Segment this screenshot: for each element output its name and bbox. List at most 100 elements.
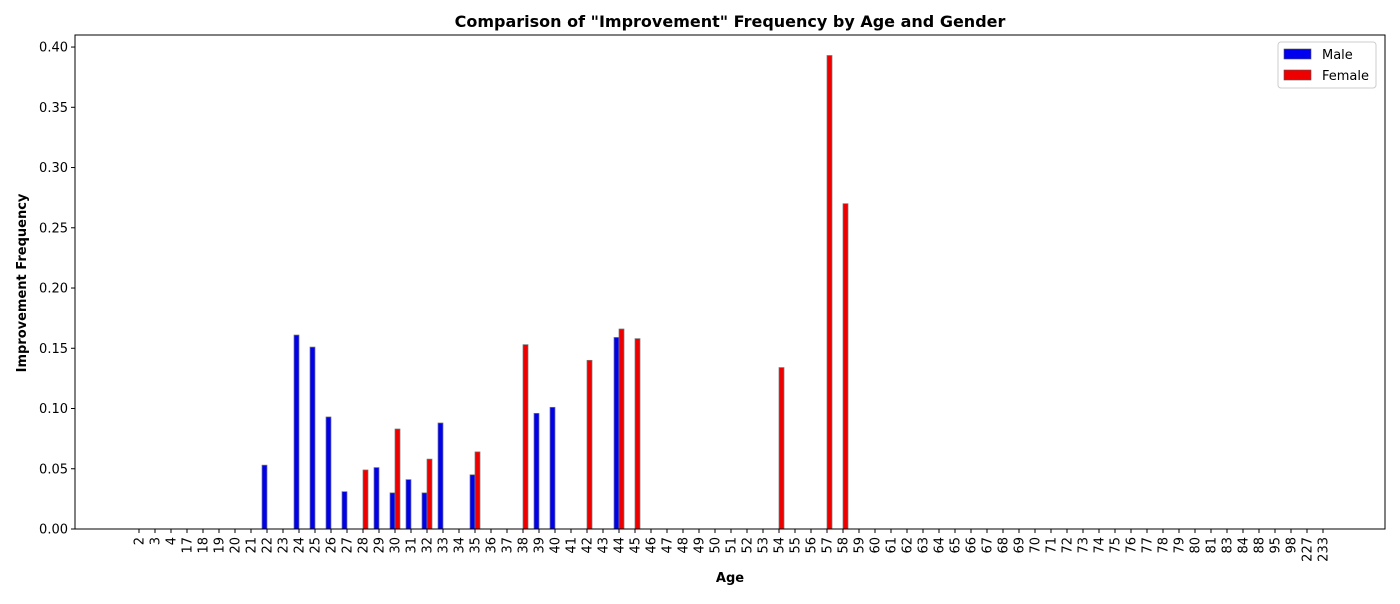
- bar-female-28: [362, 469, 369, 530]
- x-tick-label: 60: [869, 537, 884, 554]
- y-tick-label: 0.00: [39, 523, 68, 538]
- y-tick-label: 0.05: [39, 462, 68, 477]
- bar-male-25: [309, 346, 316, 530]
- bar-female-38: [522, 344, 529, 530]
- x-tick-label: 26: [325, 537, 340, 554]
- x-tick-label: 59: [853, 537, 868, 554]
- bar-female-44: [618, 328, 625, 530]
- x-tick-label: 30: [389, 537, 404, 554]
- bar-male-39: [533, 412, 540, 530]
- x-tick-label: 33: [437, 537, 452, 554]
- bars-layer: [261, 55, 849, 530]
- y-tick-label: 0.35: [39, 101, 68, 116]
- x-tick-label: 28: [357, 537, 372, 554]
- bar-female-32: [426, 458, 433, 530]
- x-tick-label: 76: [1125, 537, 1140, 554]
- x-tick-label: 45: [629, 537, 644, 554]
- plot-frame: [74, 34, 1386, 530]
- x-tick-label: 67: [981, 537, 996, 554]
- bar-female-54: [778, 367, 785, 530]
- x-tick-label: 84: [1237, 537, 1252, 554]
- x-tick-label: 63: [917, 537, 932, 554]
- x-tick-label: 4: [165, 537, 180, 545]
- x-tick-label: 98: [1285, 537, 1300, 554]
- chart-title: Comparison of "Improvement" Frequency by…: [455, 12, 1006, 31]
- bar-male-29: [373, 467, 380, 530]
- x-tick-label: 22: [261, 537, 276, 554]
- x-tick-label: 42: [581, 537, 596, 554]
- bar-female-30: [394, 428, 401, 530]
- x-axis-label: Age: [716, 571, 744, 586]
- axes-layer: 0.000.050.100.150.200.250.300.350.402 3 4 1…: [39, 34, 1386, 562]
- y-tick-label: 0.40: [39, 41, 68, 56]
- x-tick-label: 61: [885, 537, 900, 554]
- x-tick-label: 88: [1253, 537, 1268, 554]
- x-tick-label: 52: [741, 537, 756, 554]
- x-tick-label: 56: [805, 537, 820, 554]
- x-tick-label: 21: [245, 537, 260, 554]
- x-tick-label: 25: [309, 537, 324, 554]
- x-tick-label: 39: [533, 537, 548, 554]
- x-tick-label: 23: [277, 537, 292, 554]
- y-tick-label: 0.25: [39, 221, 68, 236]
- x-tick-label: 46: [645, 537, 660, 554]
- x-tick-label: 68: [997, 537, 1012, 554]
- legend-label-female: Female: [1322, 69, 1369, 84]
- x-tick-label: 29: [373, 537, 388, 554]
- x-tick-label: 54: [773, 537, 788, 554]
- legend-label-male: Male: [1322, 48, 1353, 63]
- x-tick-label: 32: [421, 537, 436, 554]
- x-tick-label: 3: [149, 537, 164, 545]
- x-tick-label: 79: [1173, 537, 1188, 554]
- x-tick-label: 227: [1301, 537, 1316, 562]
- x-tick-label: 35: [469, 537, 484, 554]
- bar-female-42: [586, 359, 593, 530]
- x-tick-label: 2: [133, 537, 148, 545]
- bar-male-44: [613, 337, 620, 530]
- bar-male-32: [421, 492, 428, 530]
- x-tick-label: 75: [1109, 537, 1124, 554]
- x-tick-label: 95: [1269, 537, 1284, 554]
- bar-male-26: [325, 416, 332, 530]
- bar-female-35: [474, 451, 481, 530]
- y-axis-label: Improvement Frequency: [15, 193, 30, 372]
- bar-male-31: [405, 479, 412, 530]
- x-tick-label: 71: [1045, 537, 1060, 554]
- legend: Male Female: [1277, 41, 1377, 89]
- x-tick-label: 18: [197, 537, 212, 554]
- x-tick-label: 36: [485, 537, 500, 554]
- x-tick-label: 80: [1189, 537, 1204, 554]
- x-tick-label: 72: [1061, 537, 1076, 554]
- x-tick-label: 78: [1157, 537, 1172, 554]
- x-tick-label: 24: [293, 537, 308, 554]
- x-tick-label: 51: [725, 537, 740, 554]
- x-tick-label: 44: [613, 537, 628, 554]
- x-tick-label: 38: [517, 537, 532, 554]
- x-tick-label: 233: [1317, 537, 1332, 562]
- x-tick-label: 62: [901, 537, 916, 554]
- y-tick-label: 0.30: [39, 161, 68, 176]
- x-tick-label: 48: [677, 537, 692, 554]
- x-tick-label: 81: [1205, 537, 1220, 554]
- x-tick-label: 17: [181, 537, 196, 554]
- x-tick-label: 37: [501, 537, 516, 554]
- bar-male-30: [389, 492, 396, 530]
- x-tick-label: 43: [597, 537, 612, 554]
- x-tick-label: 34: [453, 537, 468, 554]
- x-tick-label: 83: [1221, 537, 1236, 554]
- x-tick-label: 19: [213, 537, 228, 554]
- bar-male-35: [469, 474, 476, 530]
- bar-female-58: [842, 203, 849, 530]
- bar-male-27: [341, 491, 348, 530]
- y-tick-label: 0.15: [39, 342, 68, 357]
- x-tick-label: 55: [789, 537, 804, 554]
- x-tick-label: 40: [549, 537, 564, 554]
- x-tick-label: 73: [1077, 537, 1092, 554]
- x-tick-label: 50: [709, 537, 724, 554]
- x-tick-label: 57: [821, 537, 836, 554]
- bar-male-24: [293, 334, 300, 530]
- x-tick-label: 20: [229, 537, 244, 554]
- x-tick-label: 47: [661, 537, 676, 554]
